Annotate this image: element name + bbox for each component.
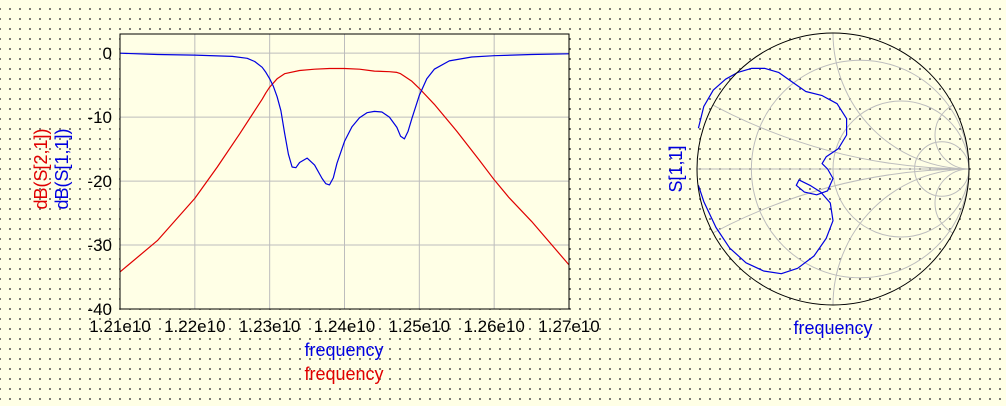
rect-plot: 1.21e10 1.22e10 1.23e10 1.24e10 1.25e10 1.26e… bbox=[31, 33, 600, 384]
y-tick-label: -10 bbox=[87, 108, 112, 127]
x-tick-label: 1.24e10 bbox=[314, 317, 375, 336]
smith-reactance-arc bbox=[832, 33, 969, 170]
smith-reactance-arc bbox=[832, 168, 969, 305]
x-tick-label: 1.21e10 bbox=[89, 317, 150, 336]
rect-plot-frame bbox=[119, 33, 570, 310]
x-tick-label: 1.27e10 bbox=[538, 317, 599, 336]
series-line-db-s-2-1- bbox=[119, 67, 570, 273]
smith-reactance-arc bbox=[934, 168, 969, 238]
smith-resistance-circle bbox=[832, 100, 969, 238]
smith-chart: frequency S[1,1] bbox=[666, 32, 970, 338]
rect-grid bbox=[120, 34, 569, 309]
y-tick-label: 0 bbox=[103, 44, 112, 63]
smith-series bbox=[697, 67, 848, 275]
y-label-s21: dB(S[2,1]) bbox=[31, 128, 51, 209]
x-label-s21: frequency bbox=[304, 364, 383, 384]
smith-outer-circle bbox=[696, 32, 970, 306]
smith-resistance-circle bbox=[750, 59, 969, 279]
y-tick-label: -20 bbox=[87, 172, 112, 191]
y-tick-label: -30 bbox=[87, 236, 112, 255]
smith-reactance-arc bbox=[934, 100, 969, 170]
rect-ticks: 1.21e10 1.22e10 1.23e10 1.24e10 1.25e10 1.26e… bbox=[87, 44, 599, 336]
smith-grid bbox=[697, 33, 969, 305]
x-tick-label: 1.26e10 bbox=[463, 317, 524, 336]
x-label-s11: frequency bbox=[304, 340, 383, 360]
series-line-db-s-1-1- bbox=[119, 52, 570, 186]
y-tick-label: -40 bbox=[87, 300, 112, 319]
smith-x-label: frequency bbox=[793, 318, 872, 338]
y-label-s11: dB(S[1,1]) bbox=[52, 128, 72, 209]
smith-y-label: S[1,1] bbox=[666, 145, 686, 192]
x-tick-label: 1.25e10 bbox=[389, 317, 450, 336]
smith-trace-s11 bbox=[697, 67, 848, 275]
x-tick-label: 1.23e10 bbox=[239, 317, 300, 336]
x-tick-label: 1.22e10 bbox=[164, 317, 225, 336]
rect-series bbox=[119, 52, 570, 273]
